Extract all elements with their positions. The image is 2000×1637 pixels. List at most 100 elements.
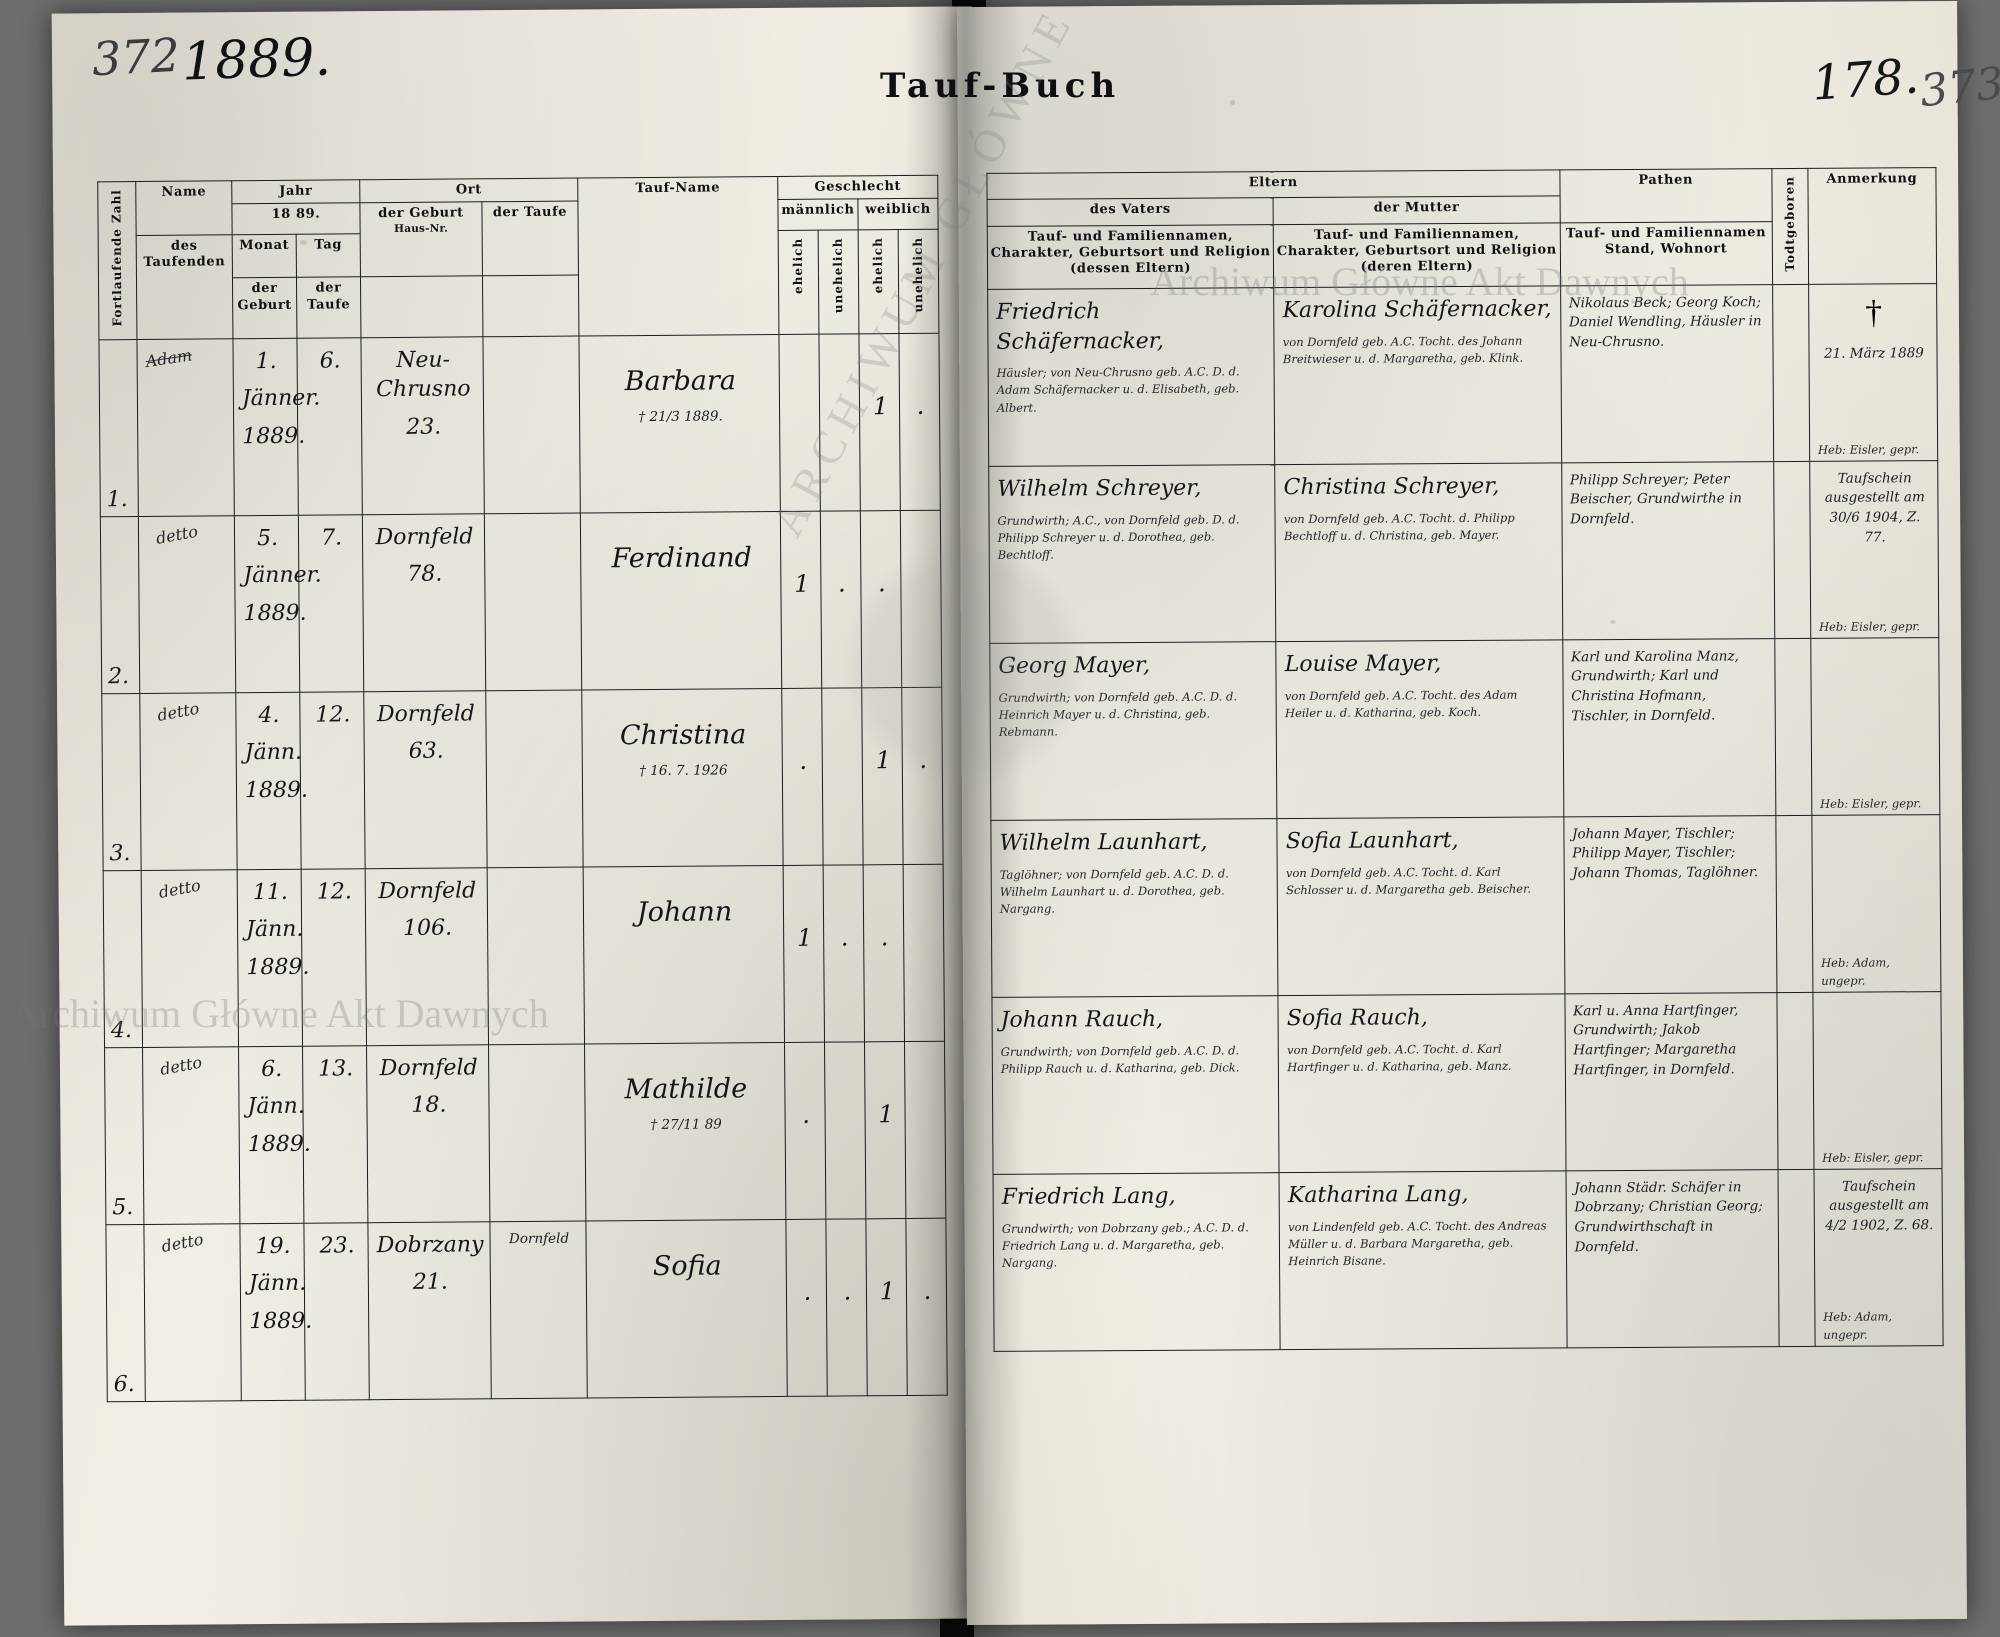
col-head-pathen-sub: Tauf- und Familiennamen Stand, Wohnort bbox=[1559, 221, 1773, 286]
table-row[interactable]: Wilhelm Launhart, Taglöhner; von Dornfeld… bbox=[990, 814, 1941, 998]
cell-pathen: Nikolaus Beck; Georg Koch; Daniel Wendli… bbox=[1560, 284, 1774, 463]
cell-monat: 1. Jänner. 1889. bbox=[232, 337, 321, 516]
cell-ehelich-m: . bbox=[781, 687, 824, 866]
remark: Taufschein ausgestellt am 4/2 1902, Z. 6… bbox=[1825, 1178, 1934, 1234]
cell-unehelich-w: . bbox=[905, 1217, 948, 1396]
cell-anmerkung: Taufschein ausgestellt am 30/6 1904, Z. … bbox=[1809, 460, 1939, 639]
birth-month: Jänner. bbox=[241, 385, 321, 412]
gender-male-illegitimate: . bbox=[837, 569, 846, 598]
table-row[interactable]: 3. detto 4. Jänn. 1889. 12. Dornfeld 63. Christi… bbox=[101, 686, 944, 871]
house-number: 106. bbox=[403, 915, 453, 942]
remark: Taufschein ausgestellt am 30/6 1904, Z. … bbox=[1824, 470, 1925, 546]
midwife-note: Heb: Eisler, gepr. bbox=[1818, 618, 1921, 634]
baptism-day: 23. bbox=[319, 1232, 355, 1259]
row-sequence-number: 1. bbox=[106, 486, 128, 512]
death-note bbox=[581, 576, 780, 586]
row-sequence-number: 2. bbox=[108, 663, 130, 689]
godparents: Johann Städr. Schäfer in Dobrzany; Chris… bbox=[1574, 1179, 1763, 1255]
mother-name: Katharina Lang, bbox=[1287, 1181, 1469, 1208]
cell-seq: 2. bbox=[100, 516, 140, 694]
baptismal-name: Barbara bbox=[624, 364, 737, 397]
table-row[interactable]: 6. detto 19. Jänn. 1889. 23. Dobrzany 21. Dornfe… bbox=[105, 1217, 948, 1402]
row-sequence-number: 4. bbox=[110, 1017, 132, 1043]
birth-year: 1889. bbox=[249, 1308, 313, 1335]
col-head-ort: Ort bbox=[359, 178, 578, 204]
mother-name: Louise Mayer, bbox=[1284, 650, 1442, 677]
gender-male-illegitimate bbox=[819, 334, 858, 390]
baptismal-name: Mathilde bbox=[624, 1072, 748, 1105]
gender-male-legitimate: . bbox=[802, 1100, 811, 1129]
table-row[interactable]: Friedrich Schäfernacker, Häusler; von Neu… bbox=[987, 283, 1938, 467]
birth-year: 1889. bbox=[242, 423, 306, 450]
remark bbox=[1811, 638, 1938, 647]
gender-male-illegitimate bbox=[825, 1042, 864, 1098]
table-row[interactable]: Johann Rauch, Grundwirth; von Dornfeld ge… bbox=[991, 991, 1943, 1175]
house-number: 78. bbox=[407, 561, 443, 588]
col-head-vater-sub: Tauf- und Familiennamen, Charakter, Gebu… bbox=[987, 224, 1274, 290]
midwife-note: Heb: Adam, ungepr. bbox=[1823, 1309, 1893, 1342]
birth-place: Dornfeld bbox=[375, 523, 474, 550]
mother-detail: von Dornfeld geb. A.C. Tocht. des Johann… bbox=[1282, 333, 1524, 366]
baptism-place: Dornfeld bbox=[508, 1230, 570, 1247]
birth-place: Dornfeld bbox=[379, 1054, 478, 1081]
baptism-place bbox=[489, 1044, 584, 1053]
cell-ort-geburt: Dornfeld 106. bbox=[365, 867, 489, 1046]
cell-ehelich-w: 1 bbox=[865, 1218, 908, 1396]
cell-mutter: Louise Mayer, von Dornfeld geb. A.C. Toch… bbox=[1276, 639, 1564, 819]
cell-unehelich-w: . bbox=[898, 332, 941, 511]
table-row[interactable]: Wilhelm Schreyer, Grundwirth; A.C., von D… bbox=[988, 460, 1939, 644]
cell-todtgeboren bbox=[1774, 638, 1812, 816]
cell-vater: Johann Rauch, Grundwirth; von Dornfeld ge… bbox=[991, 995, 1280, 1175]
row-sequence-number: 5. bbox=[112, 1194, 134, 1220]
father-detail: Grundwirth; A.C., von Dornfeld geb. D. d… bbox=[997, 511, 1240, 562]
table-row[interactable]: Georg Mayer, Grundwirth; von Dornfeld geb… bbox=[989, 637, 1940, 821]
officiant-ditto: detto bbox=[158, 1052, 204, 1079]
table-row[interactable]: 5. detto 6. Jänn. 1889. 13. Dornfeld 18. Mathild… bbox=[104, 1040, 946, 1225]
birth-day: 19. bbox=[255, 1233, 291, 1259]
cell-tag: 12. bbox=[299, 691, 366, 869]
cell-tauf-name: Sofia bbox=[585, 1219, 788, 1398]
cell-tauf-name: Barbara † 21/3 1889. bbox=[578, 334, 781, 513]
gender-female-legitimate: 1 bbox=[872, 391, 889, 420]
table-row[interactable]: Friedrich Lang, Grundwirth; von Dobrzany … bbox=[993, 1168, 1944, 1352]
table-row[interactable]: 1. Adam 1. Jänner. 1889. 6. Neu-Chrusno 23. Barb… bbox=[98, 332, 941, 517]
cell-taufender: detto bbox=[143, 1223, 242, 1402]
page-number-left: 372 bbox=[90, 27, 182, 87]
death-note: † 21/3 1889. bbox=[638, 408, 723, 426]
col-head-pathen: Pathen bbox=[1559, 168, 1773, 223]
mother-detail: von Dornfeld geb. A.C. Tocht. d. Karl Sc… bbox=[1285, 864, 1532, 897]
godparents: Karl und Karolina Manz, Grundwirth; Karl… bbox=[1570, 648, 1739, 724]
cell-ehelich-w: 1 bbox=[864, 1041, 906, 1219]
cell-anmerkung: Heb: Eisler, gepr. bbox=[1810, 637, 1940, 816]
table-row[interactable]: 2. detto 5. Jänner. 1889. 7. Dornfeld 78. Ferdin… bbox=[100, 509, 942, 694]
baptism-place bbox=[485, 513, 580, 522]
col-head-tauf-name: Tauf-Name bbox=[577, 176, 779, 336]
death-note bbox=[587, 1284, 786, 1294]
house-number: 23. bbox=[406, 414, 442, 440]
gender-female-legitimate: 1 bbox=[878, 1099, 894, 1128]
baptism-place bbox=[488, 867, 583, 876]
col-head-weiblich: weiblich bbox=[857, 198, 939, 230]
cell-vater: Wilhelm Schreyer, Grundwirth; A.C., von D… bbox=[988, 464, 1277, 644]
stillborn-mark bbox=[1775, 639, 1810, 647]
cell-todtgeboren bbox=[1773, 461, 1811, 639]
table-row[interactable]: 4. detto 11. Jänn. 1889. 12. Dornfeld 106. Johan… bbox=[103, 863, 945, 1048]
col-head-ort-taufe: der Taufe bbox=[481, 201, 579, 277]
cell-vater: Georg Mayer, Grundwirth; von Dornfeld geb… bbox=[989, 641, 1278, 821]
page-number-right: 178. bbox=[1810, 48, 1921, 112]
cell-ort-taufe bbox=[488, 1043, 586, 1222]
death-note bbox=[584, 930, 783, 940]
birth-day: 6. bbox=[261, 1056, 283, 1082]
mother-detail: von Dornfeld geb. A.C. Tocht. des Adam H… bbox=[1284, 687, 1518, 720]
birth-year: 1889. bbox=[247, 1131, 311, 1158]
col-head-unehelich-w: unehelich bbox=[898, 229, 939, 334]
birth-year: 1889. bbox=[243, 600, 307, 627]
father-detail: Häusler; von Neu-Chrusno geb. A.C. D. d.… bbox=[996, 364, 1240, 415]
baptism-day: 12. bbox=[316, 878, 352, 905]
cell-ehelich-w: . bbox=[860, 510, 902, 688]
cell-vater: Wilhelm Launhart, Taglöhner; von Dornfeld… bbox=[990, 818, 1279, 998]
cell-taufender: detto bbox=[142, 1046, 240, 1225]
cell-seq: 1. bbox=[98, 339, 139, 517]
cell-taufender: detto bbox=[139, 692, 238, 871]
officiant-ditto: detto bbox=[159, 1229, 205, 1256]
